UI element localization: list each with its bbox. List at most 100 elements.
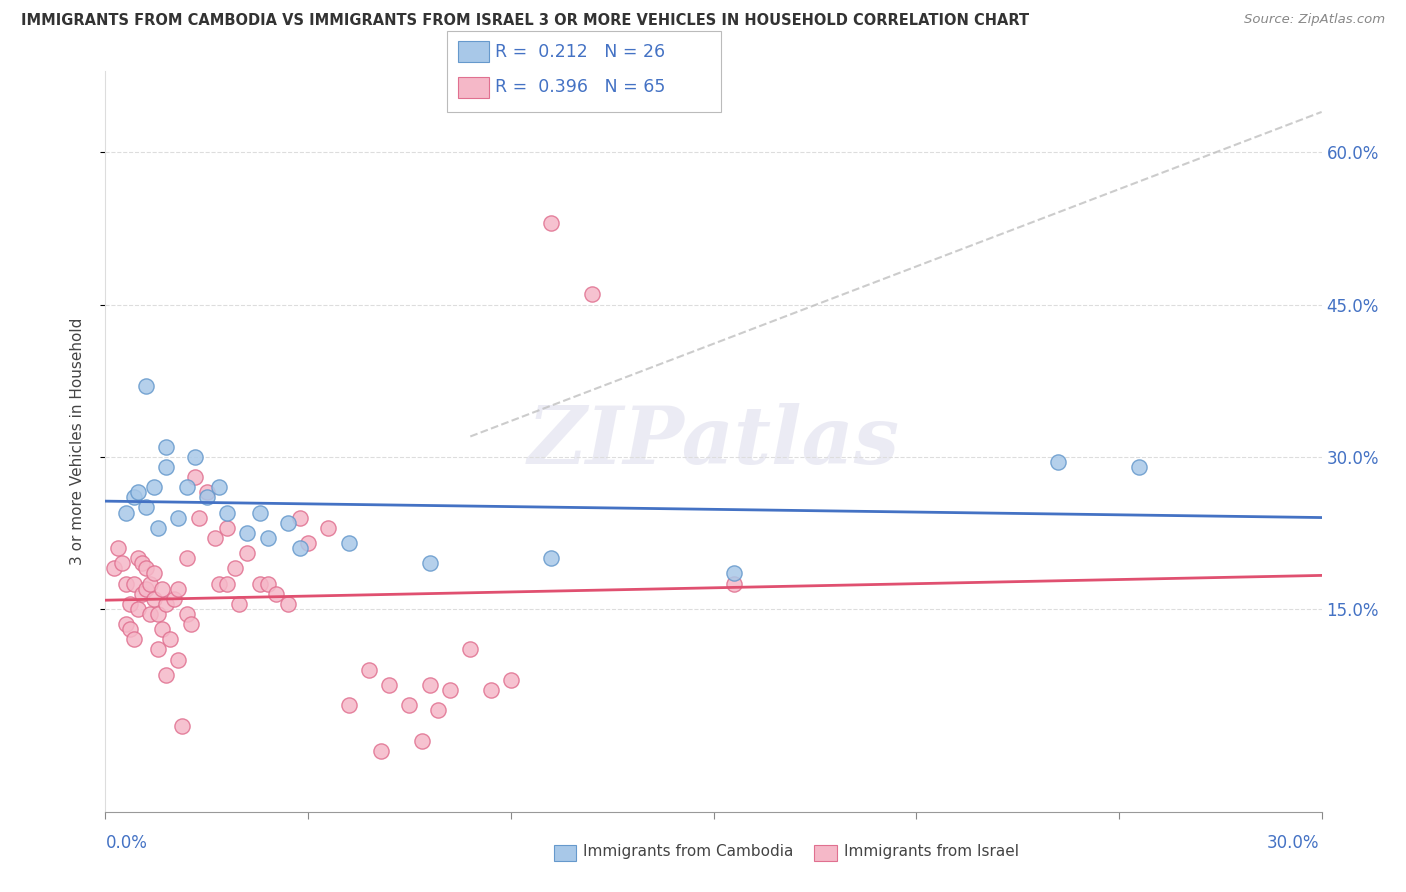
Point bbox=[167, 652, 190, 666]
Point bbox=[122, 632, 145, 647]
Point bbox=[159, 632, 181, 647]
Point bbox=[155, 440, 177, 454]
Y-axis label: 3 or more Vehicles in Household: 3 or more Vehicles in Household bbox=[70, 318, 84, 566]
Point bbox=[208, 480, 231, 494]
Point bbox=[135, 500, 157, 515]
Text: Source: ZipAtlas.com: Source: ZipAtlas.com bbox=[1244, 13, 1385, 27]
Point bbox=[131, 587, 153, 601]
Point bbox=[337, 698, 360, 713]
Point bbox=[195, 491, 218, 505]
Point bbox=[277, 516, 299, 530]
Point bbox=[723, 566, 745, 581]
Point bbox=[288, 541, 311, 555]
Point bbox=[236, 525, 259, 540]
Point bbox=[426, 703, 449, 717]
Point bbox=[264, 587, 287, 601]
Point bbox=[127, 485, 149, 500]
Point bbox=[150, 582, 173, 596]
Point bbox=[249, 506, 271, 520]
Point bbox=[155, 668, 177, 682]
Point bbox=[163, 591, 186, 606]
Point bbox=[143, 591, 166, 606]
Point bbox=[398, 698, 420, 713]
Point bbox=[228, 597, 250, 611]
Point bbox=[118, 622, 141, 636]
Point bbox=[180, 617, 202, 632]
Point bbox=[256, 531, 278, 545]
Point bbox=[122, 491, 145, 505]
Point bbox=[581, 287, 603, 301]
Point bbox=[176, 551, 198, 566]
Point bbox=[318, 521, 340, 535]
Point bbox=[370, 744, 392, 758]
Point bbox=[224, 561, 246, 575]
Point bbox=[217, 576, 239, 591]
Point bbox=[208, 576, 231, 591]
Point bbox=[111, 556, 134, 570]
Point bbox=[139, 607, 162, 621]
Point bbox=[131, 556, 153, 570]
Text: R =  0.212   N = 26: R = 0.212 N = 26 bbox=[495, 43, 665, 61]
Point bbox=[176, 607, 198, 621]
Point bbox=[288, 510, 311, 524]
Point bbox=[1128, 459, 1150, 474]
Text: IMMIGRANTS FROM CAMBODIA VS IMMIGRANTS FROM ISRAEL 3 OR MORE VEHICLES IN HOUSEHO: IMMIGRANTS FROM CAMBODIA VS IMMIGRANTS F… bbox=[21, 13, 1029, 29]
Point bbox=[172, 718, 194, 732]
Point bbox=[146, 521, 169, 535]
Point bbox=[143, 566, 166, 581]
Point bbox=[337, 536, 360, 550]
Point bbox=[378, 678, 401, 692]
Point bbox=[122, 576, 145, 591]
Point bbox=[236, 546, 259, 560]
Point bbox=[167, 582, 190, 596]
Text: 0.0%: 0.0% bbox=[105, 834, 148, 852]
Point bbox=[155, 597, 177, 611]
Point bbox=[419, 678, 441, 692]
Point bbox=[183, 470, 205, 484]
Point bbox=[114, 617, 136, 632]
Point bbox=[217, 521, 239, 535]
Text: Immigrants from Cambodia: Immigrants from Cambodia bbox=[583, 845, 794, 859]
Point bbox=[135, 561, 157, 575]
Point bbox=[139, 576, 162, 591]
Point bbox=[540, 551, 562, 566]
Point bbox=[540, 217, 562, 231]
Point bbox=[195, 485, 218, 500]
Text: Immigrants from Israel: Immigrants from Israel bbox=[844, 845, 1018, 859]
Point bbox=[1047, 455, 1070, 469]
Point bbox=[419, 556, 441, 570]
Point bbox=[411, 733, 433, 747]
Point bbox=[167, 510, 190, 524]
Point bbox=[143, 480, 166, 494]
Point bbox=[217, 506, 239, 520]
Point bbox=[479, 683, 502, 698]
Point bbox=[146, 607, 169, 621]
Point bbox=[297, 536, 319, 550]
Point bbox=[103, 561, 125, 575]
Point bbox=[114, 576, 136, 591]
Point bbox=[204, 531, 226, 545]
Point bbox=[114, 506, 136, 520]
Point bbox=[499, 673, 522, 687]
Point bbox=[723, 576, 745, 591]
Text: 30.0%: 30.0% bbox=[1267, 834, 1319, 852]
Point bbox=[183, 450, 205, 464]
Point bbox=[357, 663, 380, 677]
Point bbox=[176, 480, 198, 494]
Point bbox=[107, 541, 129, 555]
Point bbox=[187, 510, 209, 524]
Point bbox=[249, 576, 271, 591]
Point bbox=[150, 622, 173, 636]
Point bbox=[458, 642, 481, 657]
Point bbox=[118, 597, 141, 611]
Point bbox=[256, 576, 278, 591]
Point bbox=[127, 551, 149, 566]
Text: R =  0.396   N = 65: R = 0.396 N = 65 bbox=[495, 78, 665, 96]
Point bbox=[439, 683, 461, 698]
Point bbox=[155, 459, 177, 474]
Point bbox=[135, 582, 157, 596]
Point bbox=[277, 597, 299, 611]
Point bbox=[135, 378, 157, 392]
Point bbox=[146, 642, 169, 657]
Point bbox=[127, 602, 149, 616]
